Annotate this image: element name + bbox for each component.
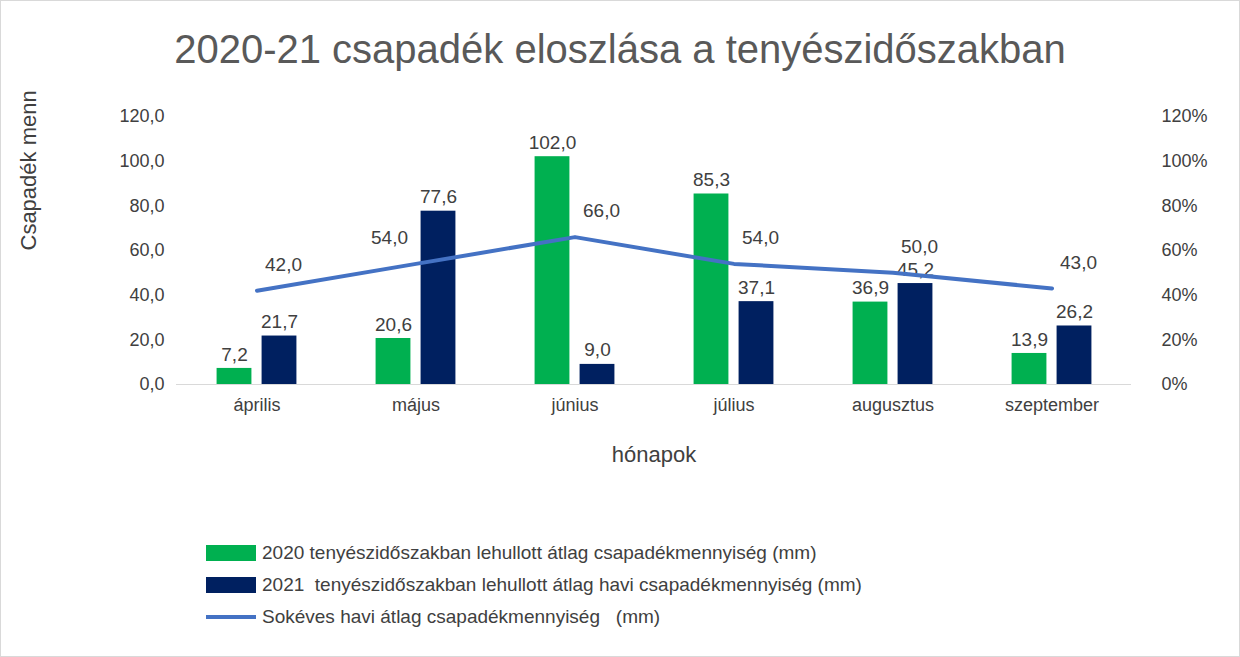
svg-text:augusztus: augusztus <box>852 395 934 415</box>
svg-text:40%: 40% <box>1162 285 1198 305</box>
svg-text:május: május <box>392 395 440 415</box>
svg-text:77,6: 77,6 <box>420 186 457 207</box>
svg-text:54,0: 54,0 <box>742 227 779 248</box>
svg-text:20%: 20% <box>1162 330 1198 350</box>
svg-text:80,0: 80,0 <box>129 196 164 216</box>
svg-text:80%: 80% <box>1162 196 1198 216</box>
svg-text:20,6: 20,6 <box>375 314 412 335</box>
svg-text:szeptember: szeptember <box>1005 395 1099 415</box>
html-text:2021 tenyészidőszakban lehullo: 2021 tenyészidőszakban lehullott átlag h… <box>262 574 862 595</box>
html-text:2020-21 csapadék eloszlása a t: 2020-21 csapadék eloszlása a tenyészidős… <box>174 27 1066 71</box>
svg-text:június: június <box>550 395 598 415</box>
svg-text:13,9: 13,9 <box>1011 329 1048 350</box>
svg-text:102,0: 102,0 <box>529 132 577 153</box>
svg-text:100%: 100% <box>1162 151 1208 171</box>
svg-text:120,0: 120,0 <box>119 106 164 126</box>
html-text:Sokéves havi átlag csapadékmen: Sokéves havi átlag csapadékmennyiség (mm… <box>262 606 661 627</box>
svg-text:54,0: 54,0 <box>371 227 408 248</box>
svg-text:7,2: 7,2 <box>221 344 247 365</box>
svg-text:50,0: 50,0 <box>901 236 938 257</box>
svg-text:július: július <box>712 395 754 415</box>
svg-text:hónapok: hónapok <box>612 442 697 467</box>
svg-text:100,0: 100,0 <box>119 151 164 171</box>
svg-text:0%: 0% <box>1162 374 1188 394</box>
svg-text:9,0: 9,0 <box>584 339 610 360</box>
svg-text:21,7: 21,7 <box>261 311 298 332</box>
svg-text:42,0: 42,0 <box>265 254 302 275</box>
svg-text:április: április <box>233 395 280 415</box>
svg-text:20,0: 20,0 <box>129 330 164 350</box>
svg-text:43,0: 43,0 <box>1060 252 1097 273</box>
svg-text:120%: 120% <box>1162 106 1208 126</box>
svg-text:37,1: 37,1 <box>738 277 775 298</box>
svg-text:45,2: 45,2 <box>897 258 934 280</box>
svg-text:40,0: 40,0 <box>129 285 164 305</box>
svg-text:60,0: 60,0 <box>129 240 164 260</box>
svg-text:36,9: 36,9 <box>852 277 889 298</box>
svg-text:66,0: 66,0 <box>583 200 620 221</box>
svg-text:0,0: 0,0 <box>139 374 164 394</box>
svg-text:Csapadék mennyiség mm: Csapadék mennyiség mm <box>16 91 41 251</box>
svg-text:85,3: 85,3 <box>693 169 730 190</box>
svg-text:60%: 60% <box>1162 240 1198 260</box>
svg-text:26,2: 26,2 <box>1056 301 1093 322</box>
html-text:2020 tenyészidőszakban lehullo: 2020 tenyészidőszakban lehullott átlag c… <box>262 542 817 563</box>
